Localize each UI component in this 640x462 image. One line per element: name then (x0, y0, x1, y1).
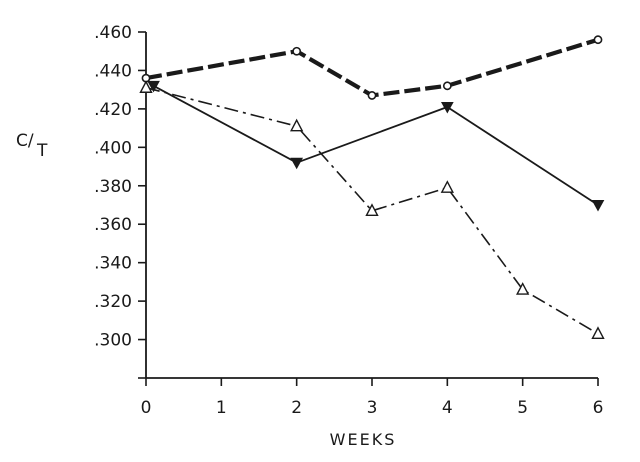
x-tick-label: 2 (291, 398, 302, 418)
data-point (367, 91, 377, 100)
y-ticks: .300 .320 .340 .360 .380 .400 .420 .440 .460 (94, 23, 146, 379)
x-tick-label: 0 (141, 398, 152, 418)
data-point (440, 180, 454, 193)
y-axis-label-part-1: C/ (16, 131, 34, 151)
data-point (292, 46, 302, 56)
data-point (139, 80, 153, 93)
y-tick-label: .460 (94, 23, 132, 43)
data-point (442, 81, 452, 91)
x-tick-label: 4 (442, 398, 453, 418)
data-point (365, 203, 379, 216)
data-point (290, 118, 304, 132)
series-line (145, 86, 599, 335)
y-axis-label-part-2: T (36, 141, 48, 161)
y-tick-label: .320 (94, 292, 132, 312)
y-tick-label: .360 (94, 215, 132, 235)
y-tick-label: .420 (94, 100, 132, 120)
data-point (290, 157, 304, 170)
series-3 (139, 80, 605, 339)
x-tick-label: 5 (517, 398, 528, 418)
series-line (145, 37, 599, 98)
y-tick-label: .380 (94, 177, 132, 197)
y-tick-label: .440 (94, 61, 132, 81)
series-2 (147, 80, 605, 212)
x-tick-label: 1 (216, 398, 227, 418)
series-layer (139, 35, 605, 339)
y-tick-label: .340 (94, 254, 132, 274)
data-point (591, 200, 605, 212)
x-tick-label: 3 (367, 398, 378, 418)
data-point (440, 101, 454, 114)
data-point (591, 326, 605, 339)
data-point (516, 282, 530, 295)
data-point (593, 35, 603, 45)
data-point (147, 80, 160, 93)
x-tick-label: 6 (593, 398, 604, 418)
y-tick-label: .400 (94, 138, 132, 158)
y-tick-label: .300 (94, 331, 132, 351)
x-ticks: 0 1 2 3 4 5 6 (141, 378, 604, 418)
series-line (153, 85, 599, 206)
x-axis-title: WEEKS (330, 430, 397, 449)
series-1 (141, 35, 603, 100)
